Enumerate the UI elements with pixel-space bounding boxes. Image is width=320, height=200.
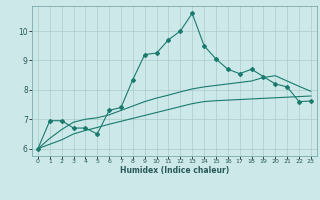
X-axis label: Humidex (Indice chaleur): Humidex (Indice chaleur): [120, 166, 229, 175]
